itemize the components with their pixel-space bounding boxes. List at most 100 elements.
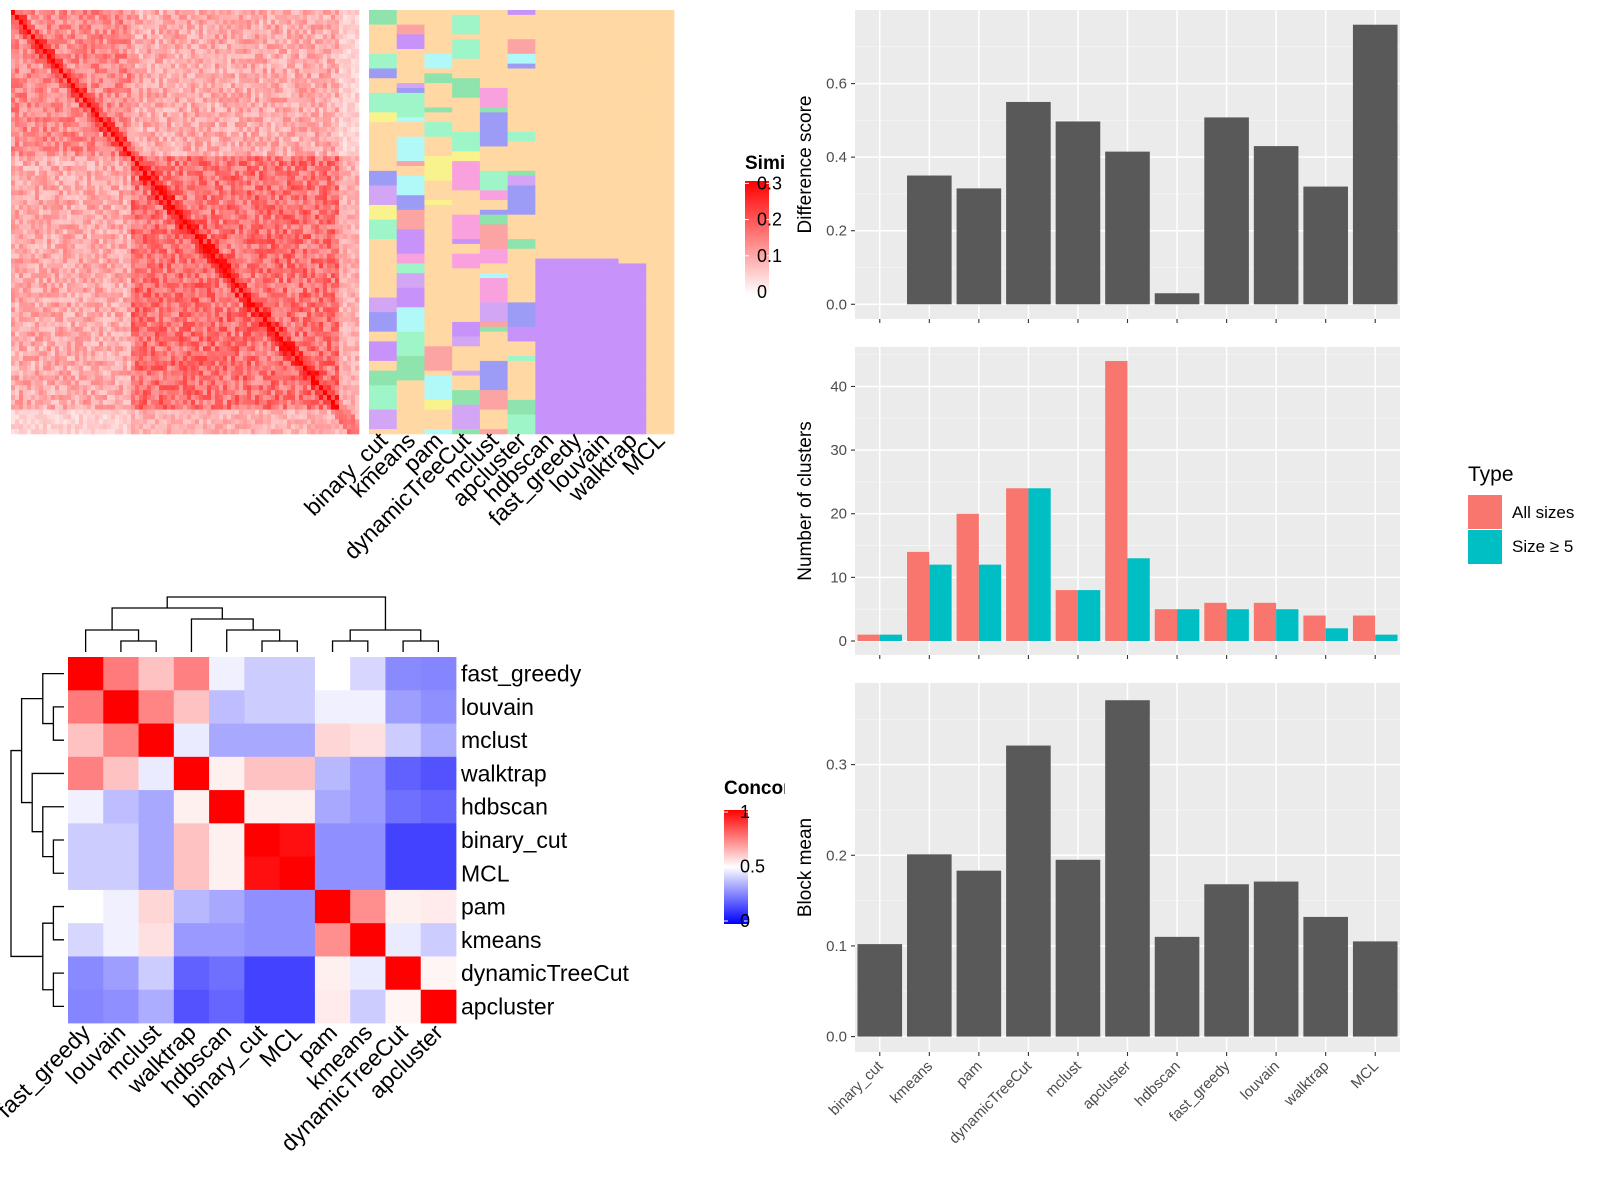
similarity-cell xyxy=(43,204,48,211)
similarity-cell xyxy=(115,48,120,55)
similarity-cell xyxy=(187,126,192,133)
similarity-cell xyxy=(103,239,108,245)
similarity-cell xyxy=(251,180,256,186)
similarity-cell xyxy=(155,273,160,279)
similarity-cell xyxy=(223,53,228,60)
similarity-cell xyxy=(239,200,244,206)
similarity-cell xyxy=(255,78,260,84)
similarity-cell xyxy=(19,44,24,50)
similarity-cell xyxy=(87,282,92,289)
similarity-cell xyxy=(27,14,32,21)
similarity-cell xyxy=(91,268,96,274)
similarity-cell xyxy=(115,161,120,167)
similarity-cell xyxy=(87,14,92,21)
similarity-cell xyxy=(27,39,32,45)
similarity-cell xyxy=(199,258,204,264)
similarity-cell xyxy=(279,44,284,50)
similarity-cell xyxy=(167,278,172,284)
similarity-cell xyxy=(239,161,244,167)
similarity-cell xyxy=(39,102,44,108)
similarity-cell xyxy=(263,112,268,118)
similarity-cell xyxy=(287,83,292,89)
similarity-cell xyxy=(95,253,100,259)
similarity-cell xyxy=(35,117,40,123)
similarity-cell xyxy=(307,58,312,64)
similarity-cell xyxy=(55,87,60,94)
similarity-cell xyxy=(39,146,44,152)
similarity-cell xyxy=(31,229,36,235)
similarity-cell xyxy=(179,263,184,269)
similarity-cell xyxy=(287,278,292,284)
similarity-cell xyxy=(191,282,196,289)
similarity-cell xyxy=(223,48,228,55)
similarity-cell xyxy=(167,219,172,225)
similarity-cell xyxy=(351,29,356,35)
similarity-cell xyxy=(99,253,104,259)
similarity-cell xyxy=(187,92,192,99)
similarity-cell xyxy=(35,136,40,142)
similarity-cell xyxy=(347,200,352,206)
similarity-cell xyxy=(347,248,352,254)
similarity-cell xyxy=(163,278,168,284)
similarity-cell xyxy=(163,204,168,211)
similarity-cell xyxy=(71,14,76,21)
similarity-cell xyxy=(59,24,64,30)
similarity-cell xyxy=(271,39,276,45)
similarity-cell xyxy=(315,253,320,259)
similarity-cell xyxy=(347,78,352,84)
similarity-cell xyxy=(19,78,24,84)
similarity-cell xyxy=(343,219,348,225)
similarity-cell xyxy=(311,253,316,259)
similarity-cell xyxy=(187,190,192,196)
similarity-cell xyxy=(299,83,304,89)
similarity-cell xyxy=(339,92,344,99)
similarity-cell xyxy=(323,63,328,69)
similarity-cell xyxy=(163,253,168,259)
similarity-cell xyxy=(23,131,28,138)
similarity-cell xyxy=(343,112,348,118)
similarity-cell xyxy=(183,278,188,284)
similarity-cell xyxy=(91,10,96,16)
similarity-cell xyxy=(275,175,280,181)
similarity-cell xyxy=(143,73,148,79)
similarity-cell xyxy=(275,170,280,176)
similarity-cell xyxy=(303,161,308,167)
similarity-cell xyxy=(323,219,328,225)
similarity-cell xyxy=(223,92,228,99)
similarity-cell xyxy=(307,273,312,279)
similarity-cell xyxy=(79,195,84,201)
similarity-cell xyxy=(255,73,260,79)
similarity-cell xyxy=(259,68,264,74)
similarity-cell xyxy=(15,136,20,142)
similarity-cell xyxy=(107,175,112,181)
similarity-cell xyxy=(39,204,44,211)
similarity-cell xyxy=(211,204,216,211)
similarity-cell xyxy=(279,97,284,103)
similarity-cell xyxy=(179,146,184,152)
similarity-cell xyxy=(247,263,252,269)
similarity-cell xyxy=(259,19,264,25)
similarity-cell xyxy=(67,83,72,89)
similarity-cell xyxy=(343,10,348,16)
similarity-cell xyxy=(35,224,40,230)
similarity-cell xyxy=(135,258,140,264)
similarity-cell xyxy=(255,156,260,162)
similarity-cell xyxy=(207,131,212,138)
similarity-cell xyxy=(343,204,348,211)
similarity-cell xyxy=(175,268,180,274)
similarity-cell xyxy=(103,29,108,35)
similarity-cell xyxy=(179,185,184,191)
similarity-cell xyxy=(187,112,192,118)
similarity-cell xyxy=(283,141,288,147)
similarity-cell xyxy=(43,58,48,64)
similarity-cell xyxy=(323,112,328,118)
similarity-cell xyxy=(87,29,92,35)
similarity-cell xyxy=(171,10,176,16)
similarity-cell xyxy=(167,190,172,196)
similarity-cell xyxy=(11,243,16,250)
similarity-cell xyxy=(123,239,128,245)
similarity-cell xyxy=(135,146,140,152)
similarity-cell xyxy=(323,87,328,94)
similarity-cell xyxy=(215,14,220,21)
similarity-cell xyxy=(159,151,164,157)
